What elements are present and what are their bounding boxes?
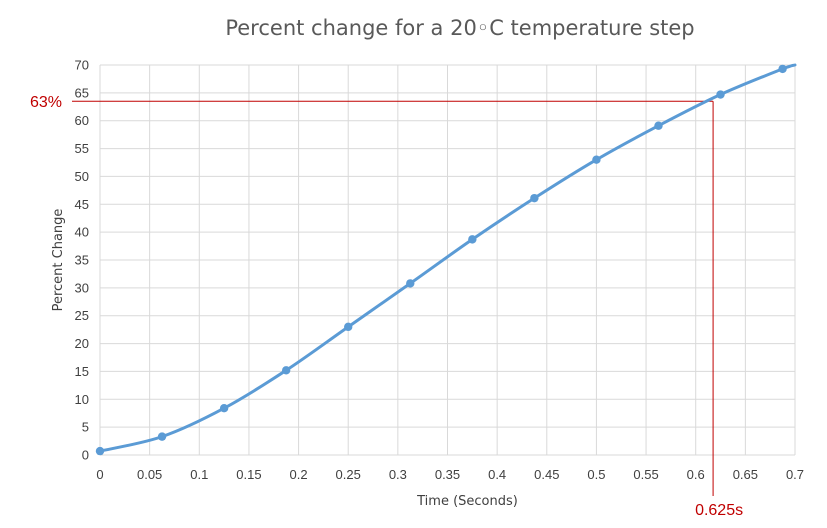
y-tick-label: 15: [75, 364, 89, 379]
y-tick-label: 25: [75, 308, 89, 323]
y-tick-label: 40: [75, 225, 89, 240]
x-tick-label: 0.25: [336, 467, 361, 482]
x-tick-label: 0.05: [137, 467, 162, 482]
data-points: [95, 64, 787, 456]
annotations: 63% 0.625s: [30, 94, 743, 519]
y-tick-label: 35: [75, 253, 89, 268]
data-point: [592, 155, 601, 164]
x-tick-label: 0: [96, 467, 103, 482]
y-tick-label: 60: [75, 113, 89, 128]
data-point: [344, 322, 353, 332]
x-tick-label: 0.45: [534, 467, 559, 482]
grid: [99, 64, 796, 456]
x-tick-labels: 0 0.05 0.1 0.15 0.2 0.25 0.3 0.35 0.4 0.45 0.5 0.55…: [96, 467, 804, 482]
chart-title: Percent change for a 20◦C temperature st…: [225, 16, 694, 40]
x-tick-label: 0.1: [190, 467, 208, 482]
x-tick-label: 0.15: [236, 467, 261, 482]
data-point: [157, 432, 167, 441]
data-point: [281, 366, 291, 375]
data-point: [219, 404, 229, 413]
data-point: [530, 193, 539, 203]
y-tick-label: 0: [82, 448, 89, 463]
data-point: [406, 279, 415, 288]
y-tick-label: 10: [75, 392, 89, 407]
x-tick-label: 0.2: [290, 467, 308, 482]
y-tick-label: 70: [75, 58, 89, 73]
data-point: [654, 121, 663, 130]
y-tick-label: 45: [75, 197, 89, 212]
data-point: [716, 90, 725, 99]
x-tick-label: 0.6: [687, 467, 705, 482]
x-tick-label: 0.55: [633, 467, 658, 482]
data-point: [468, 235, 477, 244]
data-point: [778, 64, 787, 74]
y-axis-label: Percent Change: [51, 209, 66, 312]
annotation-63-percent-label: 63%: [30, 94, 62, 111]
x-tick-label: 0.3: [389, 467, 407, 482]
y-tick-label: 50: [75, 169, 89, 184]
y-tick-label: 30: [75, 280, 89, 295]
x-tick-label: 0.5: [587, 467, 605, 482]
y-tick-label: 20: [75, 336, 89, 351]
x-tick-label: 0.7: [786, 467, 804, 482]
x-tick-label: 0.35: [435, 467, 460, 482]
y-tick-label: 65: [75, 85, 89, 100]
x-tick-label: 0.65: [733, 467, 758, 482]
y-tick-labels: 0 5 10 15 20 25 30 35 40 45 50 55 60 65 70: [75, 58, 89, 463]
data-point: [95, 446, 105, 456]
x-axis-label: Time (Seconds): [416, 494, 518, 509]
annotation-0-625s-label: 0.625s: [695, 502, 743, 519]
y-tick-label: 5: [82, 420, 89, 435]
y-tick-label: 55: [75, 141, 89, 156]
x-tick-label: 0.4: [488, 467, 506, 482]
